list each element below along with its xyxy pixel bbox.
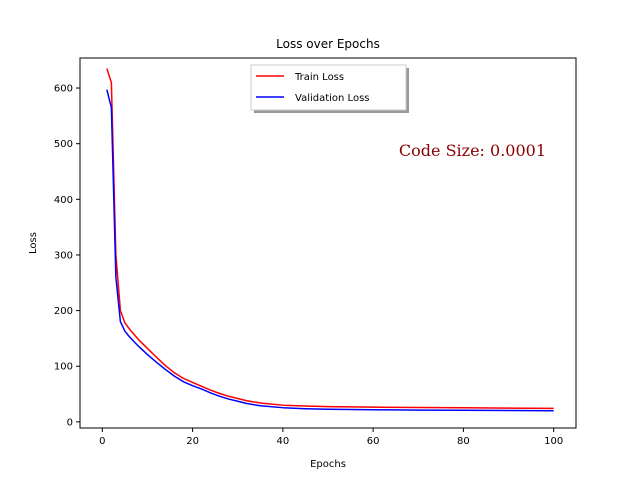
axes-frame [79, 57, 577, 429]
chart-title: Loss over Epochs [276, 37, 380, 51]
x-tick-label: 0 [99, 436, 105, 447]
x-tick-label: 40 [277, 436, 290, 447]
y-axis-label: Loss [28, 232, 39, 254]
y-tick-label: 0 [67, 417, 73, 428]
series-line-train-loss [106, 68, 554, 410]
x-tick-label: 100 [544, 436, 563, 447]
series-line-validation-loss [106, 89, 554, 412]
legend-box [250, 64, 407, 111]
code-size-annotation: Code Size: 0.0001 [399, 141, 546, 160]
legend-label: Train Loss [294, 72, 344, 83]
y-tick-label: 200 [54, 306, 73, 317]
y-tick-label: 500 [54, 139, 73, 150]
x-tick-label: 80 [457, 436, 470, 447]
legend: Train Loss Validation Loss [250, 64, 409, 113]
x-tick-label: 20 [186, 436, 199, 447]
y-tick-label: 100 [54, 362, 73, 373]
plot-area [106, 68, 554, 412]
y-tick-label: 400 [54, 195, 73, 206]
x-tick-label: 60 [367, 436, 380, 447]
x-axis-label: Epochs [310, 459, 346, 470]
y-tick-label: 300 [54, 250, 73, 261]
y-tick-label: 600 [54, 84, 73, 95]
legend-label: Validation Loss [295, 93, 370, 104]
